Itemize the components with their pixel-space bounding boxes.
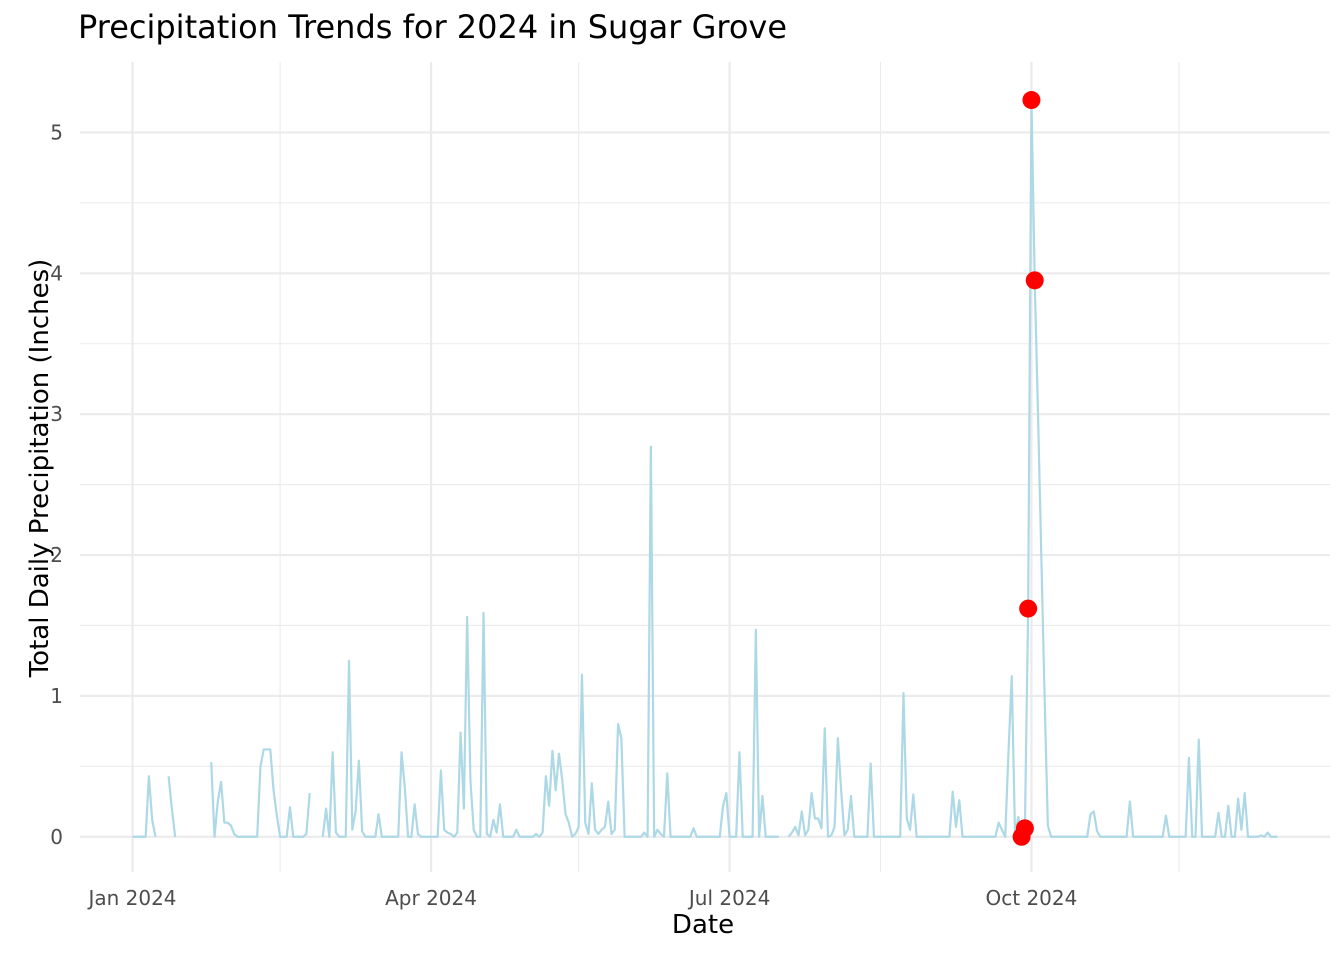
x-tick-label: Jul 2024 bbox=[687, 886, 770, 910]
highlight-point[interactable] bbox=[1015, 819, 1034, 838]
highlight-point[interactable] bbox=[1025, 271, 1044, 290]
series-line-layer bbox=[132, 98, 1278, 838]
series-line-segment bbox=[210, 748, 311, 838]
x-tick-label: Jan 2024 bbox=[86, 886, 176, 910]
x-tick-label: Apr 2024 bbox=[385, 886, 477, 910]
highlight-point[interactable] bbox=[1019, 599, 1038, 618]
y-tick-label: 5 bbox=[50, 120, 63, 144]
x-axis-title: Date bbox=[671, 910, 735, 940]
y-axis-title: Total Daily Precipitation (Inches) bbox=[25, 258, 55, 678]
chart-title: Precipitation Trends for 2024 in Sugar G… bbox=[78, 8, 788, 46]
x-tick-label: Oct 2024 bbox=[986, 886, 1078, 910]
series-line-segment bbox=[132, 775, 157, 838]
highlight-points-layer bbox=[1012, 91, 1044, 846]
y-tick-labels: 0 1 2 3 4 5 bbox=[50, 120, 63, 848]
series-line-segment bbox=[787, 98, 1278, 838]
series-line-segment bbox=[167, 776, 177, 837]
y-tick-label: 1 bbox=[50, 684, 63, 708]
y-tick-label: 3 bbox=[50, 402, 63, 426]
y-tick-label: 2 bbox=[50, 543, 63, 567]
y-tick-label: 0 bbox=[50, 825, 63, 849]
minor-gridlines bbox=[80, 62, 1330, 872]
x-tick-labels: Jan 2024 Apr 2024 Jul 2024 Oct 2024 bbox=[86, 886, 1077, 910]
series-line-segment bbox=[321, 445, 779, 838]
highlight-point[interactable] bbox=[1022, 91, 1041, 110]
y-tick-label: 4 bbox=[50, 261, 63, 285]
